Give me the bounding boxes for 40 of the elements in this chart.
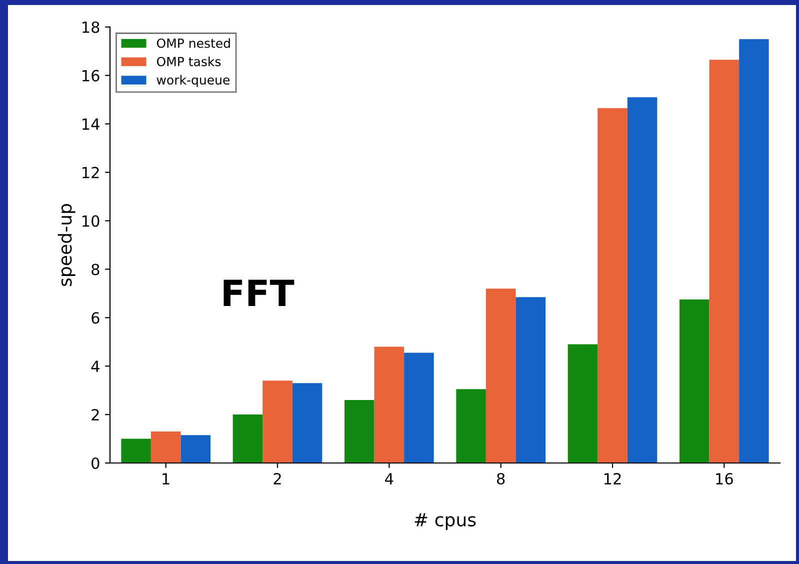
- annotation: FFT: [224, 280, 294, 306]
- bar: [486, 288, 516, 463]
- legend-label: work-queue: [156, 74, 230, 88]
- y-tick-label: 4: [91, 360, 100, 372]
- x-tick-label: 2: [274, 472, 281, 484]
- bar: [456, 389, 486, 463]
- bar: [568, 344, 598, 463]
- x-tick-label: 16: [716, 472, 733, 485]
- y-axis-title: speed-up: [58, 204, 76, 286]
- bar: [680, 300, 710, 463]
- bar: [150, 432, 181, 463]
- y-tick-label: 12: [82, 166, 99, 178]
- bar: [516, 297, 546, 463]
- legend-label: OMP tasks: [156, 56, 221, 66]
- bar: [262, 380, 292, 463]
- y-tick-label: 0: [92, 457, 100, 470]
- bar: [627, 97, 658, 463]
- bar: [404, 352, 434, 463]
- y-tick-label: 2: [92, 409, 99, 420]
- x-tick-label: 1: [162, 473, 170, 484]
- y-tick-label: 8: [92, 264, 100, 276]
- bar: [598, 108, 628, 463]
- x-tick-label: 8: [497, 472, 505, 485]
- bar: [344, 400, 374, 463]
- y-tick-label: 14: [82, 118, 100, 130]
- bar: [121, 438, 151, 463]
- y-tick-label: 18: [82, 21, 100, 34]
- bar: [180, 435, 210, 463]
- bar: [739, 39, 769, 463]
- bar: [232, 414, 263, 463]
- x-tick-label: 4: [385, 473, 394, 484]
- bar: [709, 60, 740, 463]
- x-axis-title: # cpus: [414, 513, 476, 530]
- y-tick-label: 10: [82, 215, 100, 227]
- bar: [292, 383, 322, 463]
- y-tick-label: 6: [92, 312, 100, 324]
- x-tick-label: 12: [604, 472, 621, 484]
- y-tick-label: 16: [82, 70, 100, 82]
- legend-label: OMP nested: [156, 38, 230, 48]
- bar: [374, 346, 404, 463]
